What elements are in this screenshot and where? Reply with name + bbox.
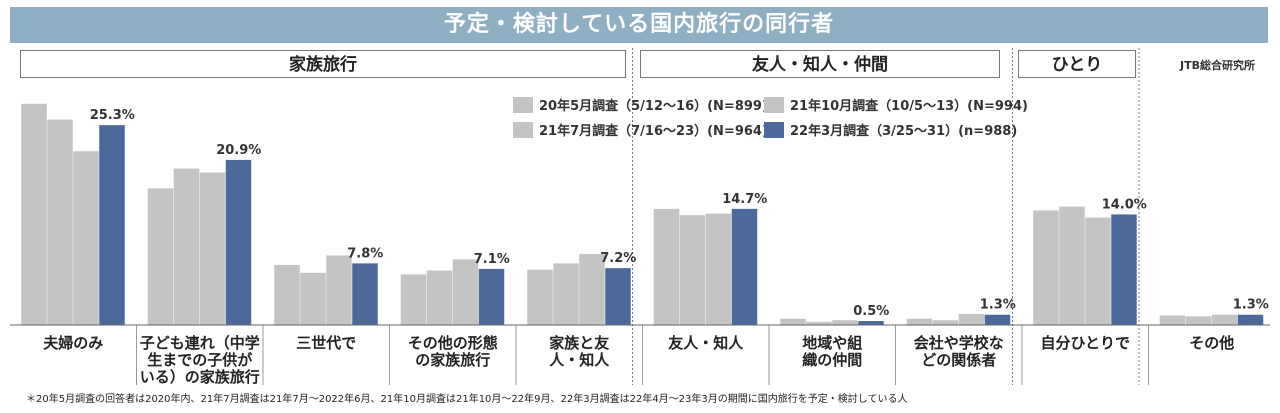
category-label-4-0: 家族と友 (549, 334, 609, 352)
value-label-6: 0.5% (853, 304, 889, 319)
category-label-1-0: 子ども連れ（中学 (140, 334, 260, 352)
legend-swatch-0 (513, 97, 533, 113)
bar-8-2 (1085, 217, 1111, 325)
legend-label-1: 21年10月調査（10/5～13）(N=994) (790, 98, 1028, 114)
group-label-friends: 友人・知人・仲間 (640, 50, 1000, 78)
bar-1-2 (199, 172, 226, 325)
bar-3-0 (400, 274, 427, 325)
bar-0-1 (47, 119, 73, 325)
bar-3-3 (478, 268, 505, 325)
footnote: ＊20年5月調査の回答者は2020年内、21年7月調査は21年7月～2022年6… (26, 394, 908, 405)
bar-4-3 (605, 268, 631, 325)
bar-6-0 (780, 318, 806, 325)
bar-0-2 (73, 151, 99, 325)
value-label-5: 14.7% (722, 192, 767, 207)
category-label-3-0: その他の形態 (408, 334, 498, 352)
category-label-0-0: 夫婦のみ (43, 334, 103, 352)
value-label-7: 1.3% (980, 298, 1016, 313)
legend-swatch-1 (764, 97, 784, 113)
value-label-8: 14.0% (1102, 197, 1147, 212)
bar-9-2 (1211, 314, 1238, 325)
category-label-6-0: 地域や組 (802, 334, 862, 352)
category-label-7-0: 会社や学校な (914, 334, 1004, 352)
category-label-2-0: 三世代で (296, 334, 356, 352)
bar-4-2 (579, 253, 605, 325)
bar-5-2 (705, 213, 732, 325)
chart-title: 予定・検討している国内旅行の同行者 (10, 7, 1268, 43)
bar-0-0 (21, 103, 47, 325)
source-credit: JTB総合研究所 (1180, 59, 1255, 72)
bar-9-3 (1237, 314, 1264, 325)
category-label-7-1: どの関係者 (921, 351, 996, 369)
group-label-family: 家族旅行 (20, 50, 626, 78)
legend-label-0: 20年5月調査（5/12～16）(N=899) (539, 98, 768, 114)
category-label-1-1: 生までの子供が (147, 351, 253, 369)
bar-6-3 (858, 321, 884, 325)
category-label-1-2: いる）の家族旅行 (140, 368, 260, 386)
bar-9-0 (1159, 315, 1186, 325)
bar-4-1 (553, 263, 579, 325)
bar-6-2 (832, 320, 858, 325)
bar-2-2 (326, 255, 352, 325)
value-label-3: 7.1% (474, 252, 510, 267)
bar-5-0 (653, 208, 680, 325)
bar-8-3 (1111, 214, 1137, 325)
category-label-3-1: の家族旅行 (415, 351, 490, 369)
value-label-0: 25.3% (90, 108, 135, 123)
bar-1-3 (225, 159, 252, 325)
value-label-1: 20.9% (216, 143, 261, 158)
legend-label-2: 21年7月調査（7/16～23）(N=964) (539, 123, 768, 139)
bar-3-2 (452, 259, 479, 325)
bar-4-0 (527, 269, 553, 325)
bar-5-3 (731, 208, 758, 325)
value-label-9: 1.3% (1233, 298, 1269, 313)
legend-label-3: 22年3月調査（3/25～31）(n=988) (790, 123, 1017, 139)
legend-swatch-3 (764, 122, 784, 138)
bar-8-0 (1033, 210, 1059, 325)
bar-5-1 (679, 215, 706, 325)
bar-2-1 (300, 272, 326, 325)
bar-6-1 (806, 321, 832, 325)
category-label-9-0: その他 (1189, 334, 1234, 352)
bar-0-3 (99, 125, 125, 325)
bar-7-1 (932, 320, 959, 325)
bar-9-1 (1185, 316, 1212, 325)
category-label-4-1: 人・知人 (549, 351, 610, 369)
bar-2-3 (352, 263, 378, 325)
legend-swatch-2 (513, 122, 533, 138)
bar-2-0 (274, 264, 300, 325)
bar-8-1 (1059, 206, 1085, 325)
bar-3-1 (426, 270, 453, 325)
bar-7-0 (906, 318, 933, 325)
category-label-6-1: 織の仲間 (802, 351, 862, 369)
bar-1-0 (147, 188, 174, 325)
bar-1-1 (173, 168, 200, 325)
category-label-8-0: 自分ひとりで (1040, 334, 1130, 352)
value-label-4: 7.2% (600, 251, 636, 266)
bar-7-2 (958, 313, 985, 325)
value-label-2: 7.8% (347, 246, 383, 261)
category-label-5-0: 友人・知人 (668, 334, 744, 352)
bar-7-3 (984, 314, 1011, 325)
group-label-solo: ひとり (1018, 50, 1136, 78)
